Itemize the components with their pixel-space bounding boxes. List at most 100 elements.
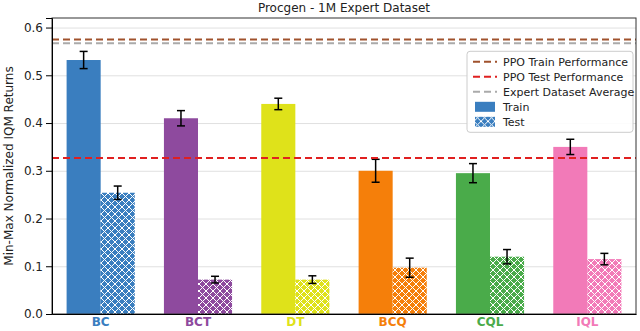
legend-label: Expert Dataset Average [503, 86, 635, 99]
error-cap [177, 125, 185, 127]
plot-frame [52, 18, 636, 314]
error-bar [503, 250, 511, 264]
tick-mark [46, 314, 52, 315]
error-bar [80, 51, 88, 68]
legend: PPO Train Performance PPO Test Performanc… [467, 51, 635, 132]
legend-swatch [473, 76, 497, 78]
error-bar [274, 98, 282, 109]
axis-line [53, 314, 637, 315]
error-line [83, 51, 85, 68]
legend-label: Test [502, 116, 525, 129]
bar [553, 147, 587, 314]
error-cap [308, 275, 316, 277]
tick: 0.6 [24, 21, 52, 35]
error-cap [600, 253, 608, 255]
tick-mark [46, 123, 52, 124]
legend-entry: PPO Test Performance [473, 71, 624, 84]
grid-tick [52, 266, 636, 267]
y-axis: 0.00.10.20.30.40.50.6 [24, 19, 53, 322]
error-bar [114, 186, 122, 199]
legend-entry: Test [475, 116, 525, 129]
legend-entry: Train [475, 101, 529, 114]
grid-tick [52, 171, 636, 172]
tick-label: 0.3 [24, 164, 43, 178]
error-cap [274, 97, 282, 99]
tick: IQL [576, 314, 599, 329]
error-cap [469, 182, 477, 184]
category-label: BC [92, 315, 110, 329]
error-bar [308, 276, 316, 284]
error-cap [177, 110, 185, 112]
tick-label: 0.0 [24, 307, 43, 321]
error-line [375, 159, 377, 182]
error-cap [80, 51, 88, 53]
x-axis: BC BCT DT BCQ CQL IQL [53, 314, 637, 329]
error-cap [274, 109, 282, 111]
bar [490, 257, 524, 314]
tick-label: 0.4 [24, 116, 43, 130]
reference-line [52, 42, 636, 44]
reference-line [52, 38, 636, 40]
grid-line [52, 171, 636, 172]
legend-entry: Expert Dataset Average [473, 86, 635, 99]
error-line [117, 186, 119, 199]
error-bar [406, 258, 414, 277]
error-line [472, 164, 474, 183]
bar [164, 118, 198, 314]
legend-swatch [473, 61, 497, 63]
tick: DT [286, 314, 305, 329]
bar [67, 60, 101, 314]
tick: 0.4 [24, 116, 52, 130]
bar [261, 104, 295, 314]
error-cap [114, 185, 122, 187]
error-cap [503, 263, 511, 265]
tick-mark [46, 266, 52, 267]
tick: BC [92, 314, 110, 329]
tick-label: 0.6 [24, 21, 43, 35]
tick-label: 0.1 [24, 260, 43, 274]
error-bar [566, 139, 574, 154]
grid-tick [52, 314, 636, 315]
y-axis-title: Min-Max Normalized IQM Returns [2, 66, 16, 265]
bar [198, 280, 232, 314]
error-cap [469, 163, 477, 165]
tick-mark [46, 75, 52, 76]
error-cap [503, 249, 511, 251]
legend-label: PPO Train Performance [503, 56, 628, 69]
tick: BCT [185, 314, 212, 329]
category-label: BCQ [379, 315, 407, 329]
error-cap [211, 282, 219, 284]
error-cap [406, 276, 414, 278]
bar [101, 193, 135, 314]
error-bar [211, 276, 219, 283]
category-label: CQL [477, 315, 504, 329]
bar [587, 259, 621, 314]
tick-label: 0.5 [24, 69, 43, 83]
error-line [214, 276, 216, 283]
error-cap [566, 154, 574, 156]
error-cap [308, 283, 316, 285]
marks [52, 39, 636, 314]
grid-line [52, 219, 636, 220]
error-cap [566, 139, 574, 141]
bar [456, 173, 490, 314]
error-bar [177, 111, 185, 126]
error-line [409, 258, 411, 277]
legend-entry: PPO Train Performance [473, 56, 628, 69]
tick-mark [46, 28, 52, 29]
axis-line [46, 19, 53, 315]
error-cap [406, 257, 414, 259]
legend-label: PPO Test Performance [503, 71, 624, 84]
legend-label: Train [502, 101, 529, 114]
tick-mark [46, 171, 52, 172]
category-label: IQL [576, 315, 599, 329]
error-line [506, 250, 508, 264]
error-line [278, 98, 280, 109]
error-cap [211, 276, 219, 278]
category-label: BCT [185, 315, 212, 329]
error-bar [372, 159, 380, 182]
error-bar [600, 253, 608, 264]
error-line [604, 253, 606, 264]
grid-line [52, 266, 636, 267]
tick: BCQ [379, 314, 407, 329]
